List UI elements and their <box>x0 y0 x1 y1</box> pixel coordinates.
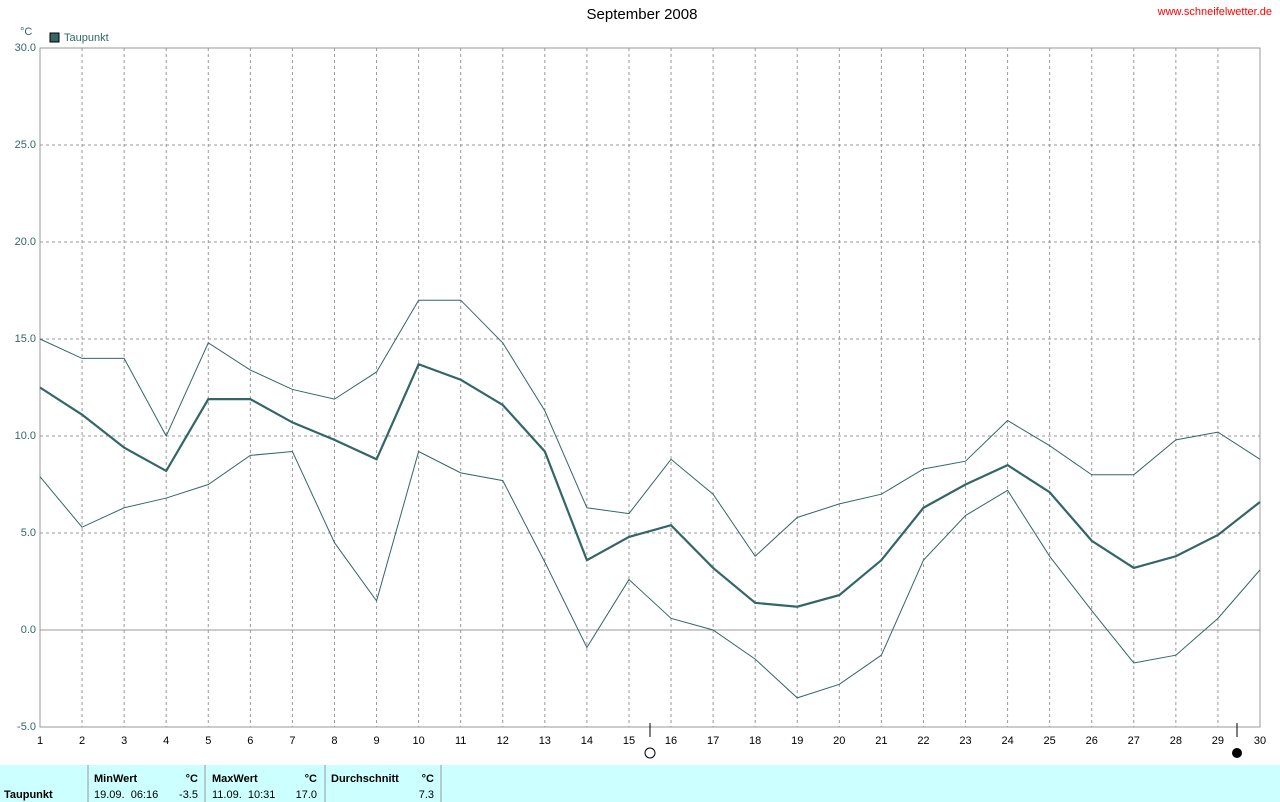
x-tick-label: 25 <box>1044 735 1056 747</box>
col-unit: °C <box>186 773 198 785</box>
source: www.schneifelwetter.de <box>1157 6 1272 18</box>
series-line <box>39 450 1261 699</box>
x-tick-label: 16 <box>665 735 677 747</box>
legend-swatch <box>49 32 60 43</box>
x-tick-label: 28 <box>1170 735 1182 747</box>
footer-bg <box>0 765 1280 802</box>
series-line <box>39 299 1261 558</box>
col-unit: °C <box>422 773 434 785</box>
x-tick-label: 14 <box>581 735 593 747</box>
y-tick-label: 0.0 <box>21 624 36 636</box>
y-tick-label: 20.0 <box>15 236 36 248</box>
chart-title: September 2008 <box>587 6 698 23</box>
legend-label: Taupunkt <box>64 32 109 44</box>
x-tick-label: 26 <box>1086 735 1098 747</box>
x-tick-label: 1 <box>37 735 43 747</box>
value: 17.0 <box>296 789 317 801</box>
x-tick-label: 3 <box>121 735 127 747</box>
x-tick-label: 11 <box>455 735 466 747</box>
x-tick-label: 19 <box>791 735 803 747</box>
col-title: MaxWert <box>212 773 258 785</box>
row-label: Taupunkt <box>4 789 53 801</box>
value: 7.3 <box>419 789 434 801</box>
x-tick-label: 18 <box>749 735 761 747</box>
x-tick-label: 12 <box>497 735 509 747</box>
x-tick-label: 6 <box>247 735 253 747</box>
value: -3.5 <box>179 789 198 801</box>
moon-full <box>644 747 656 759</box>
footer: Taupunkt MinWert °C 19.09. 06:16 -3.5 Ma… <box>0 765 1280 802</box>
time: 11.09. 10:31 <box>212 789 275 801</box>
x-tick-label: 2 <box>79 735 85 747</box>
x-tick-label: 8 <box>331 735 337 747</box>
time: 19.09. 06:16 <box>94 789 158 801</box>
col-unit: °C <box>305 773 317 785</box>
unit: °C <box>20 26 32 38</box>
x-tick-label: 21 <box>875 735 887 747</box>
x-tick-label: 24 <box>1001 735 1013 747</box>
y-tick-label: 30.0 <box>15 42 36 54</box>
x-tick-label: 27 <box>1128 735 1140 747</box>
y-tick-label: -5.0 <box>17 721 36 733</box>
x-tick-label: 22 <box>917 735 929 747</box>
y-tick-label: 25.0 <box>15 139 36 151</box>
x-tick-label: 7 <box>289 735 295 747</box>
x-tick-label: 13 <box>539 735 551 747</box>
moon-new <box>1232 748 1242 758</box>
x-tick-label: 30 <box>1254 735 1266 747</box>
x-tick-label: 9 <box>373 735 379 747</box>
x-tick-label: 15 <box>623 735 635 747</box>
y-tick-label: 5.0 <box>21 527 36 539</box>
x-tick-label: 10 <box>412 735 424 747</box>
x-tick-label: 4 <box>163 735 169 747</box>
x-tick-label: 23 <box>959 735 971 747</box>
y-tick-label: 10.0 <box>15 430 36 442</box>
x-tick-label: 5 <box>205 735 211 747</box>
col-title: MinWert <box>94 773 138 785</box>
x-tick-label: 29 <box>1212 735 1224 747</box>
series-line <box>39 362 1261 608</box>
x-tick-label: 17 <box>707 735 719 747</box>
plot-area <box>39 47 1261 728</box>
col-title: Durchschnitt <box>331 773 399 785</box>
y-tick-label: 15.0 <box>15 333 36 345</box>
x-tick-label: 20 <box>833 735 845 747</box>
